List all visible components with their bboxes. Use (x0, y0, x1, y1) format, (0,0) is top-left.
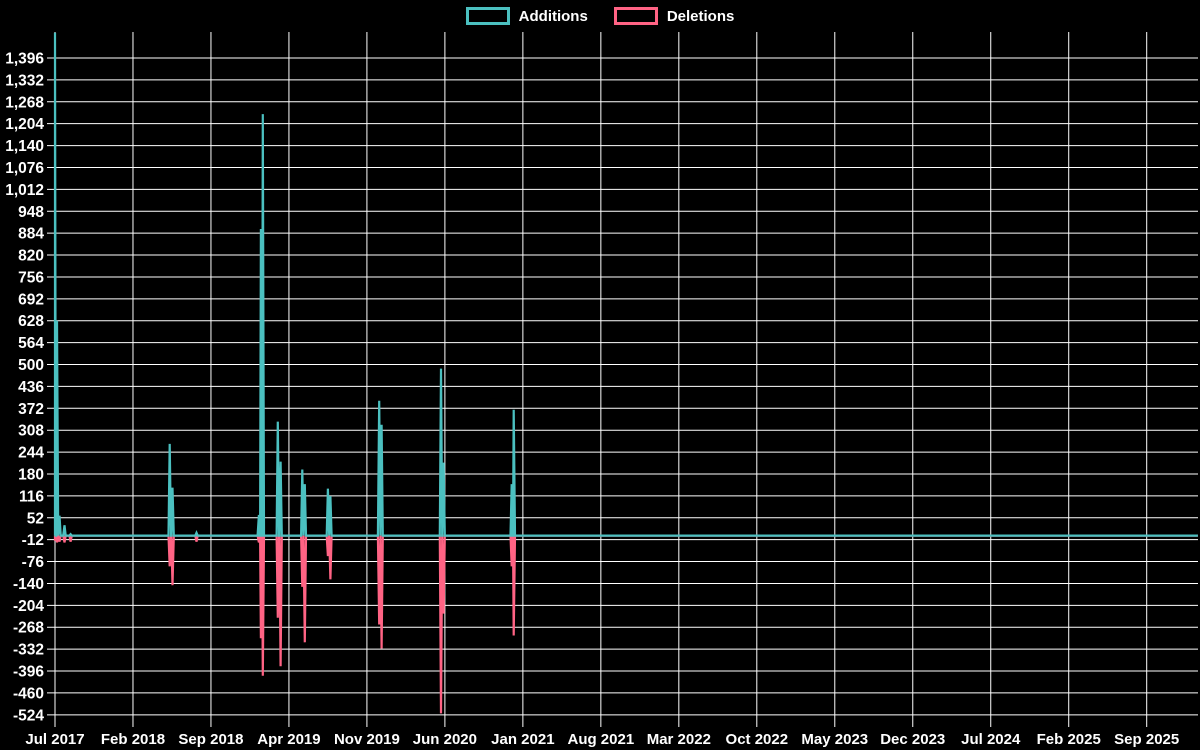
y-tick-label: 244 (18, 445, 44, 462)
x-tick-label: Feb 2018 (101, 731, 165, 748)
y-tick-label: -332 (13, 642, 44, 659)
x-tick-label: Sep 2018 (178, 731, 243, 748)
y-tick-label: 116 (19, 488, 44, 505)
additions-legend-label: Additions (518, 7, 588, 25)
y-tick-label: 500 (18, 357, 44, 374)
x-tick-label: Mar 2022 (647, 731, 711, 748)
x-tick-label: Jul 2017 (25, 731, 84, 748)
y-tick-label: 756 (18, 269, 44, 286)
y-tick-label: 1,140 (5, 138, 44, 155)
y-tick-label: 436 (18, 379, 44, 396)
y-tick-label: -524 (13, 707, 44, 724)
y-tick-label: -140 (13, 576, 44, 593)
y-tick-label: 948 (18, 204, 44, 221)
y-tick-label: 1,268 (5, 94, 44, 111)
y-tick-label: 820 (18, 248, 44, 265)
x-tick-label: Jan 2021 (491, 731, 554, 748)
additions-swatch (465, 7, 510, 25)
y-tick-label: 372 (18, 401, 44, 418)
x-tick-label: Apr 2019 (257, 731, 320, 748)
y-tick-label: 1,204 (5, 116, 44, 133)
x-tick-label: Sep 2025 (1114, 731, 1179, 748)
y-tick-label: 692 (18, 291, 44, 308)
x-tick-label: May 2023 (801, 731, 868, 748)
x-tick-label: Aug 2021 (567, 731, 634, 748)
y-tick-label: 564 (18, 335, 44, 352)
x-tick-label: Jun 2020 (413, 731, 477, 748)
x-tick-label: Jul 2024 (961, 731, 1021, 748)
y-tick-label: 1,396 (5, 50, 44, 67)
y-tick-label: 308 (18, 423, 44, 440)
legend-item-additions[interactable]: Additions (465, 7, 588, 25)
y-tick-label: 1,332 (5, 72, 44, 89)
deletions-line (53, 534, 1198, 714)
y-tick-label: 628 (18, 313, 44, 330)
deletions-legend-label: Deletions (666, 7, 735, 25)
y-tick-label: -396 (13, 664, 44, 681)
y-tick-label: 52 (27, 510, 44, 527)
x-tick-label: Dec 2023 (880, 731, 945, 748)
y-tick-label: -204 (13, 598, 44, 615)
y-tick-label: 180 (18, 466, 44, 483)
y-tick-label: 1,012 (5, 182, 44, 199)
y-tick-label: 884 (18, 226, 44, 243)
legend-item-deletions[interactable]: Deletions (613, 7, 735, 25)
y-tick-label: -460 (13, 685, 44, 702)
x-tick-label: Nov 2019 (334, 731, 400, 748)
additions-line (53, 32, 1198, 537)
x-tick-label: Feb 2025 (1037, 731, 1101, 748)
y-tick-label: -12 (22, 532, 44, 549)
y-tick-label: -268 (13, 620, 44, 637)
y-tick-label: -76 (22, 554, 45, 571)
x-tick-label: Oct 2022 (726, 731, 789, 748)
deletions-swatch (613, 7, 658, 25)
chart-legend: Additions Deletions (0, 7, 1200, 25)
y-tick-label: 1,076 (5, 160, 44, 177)
